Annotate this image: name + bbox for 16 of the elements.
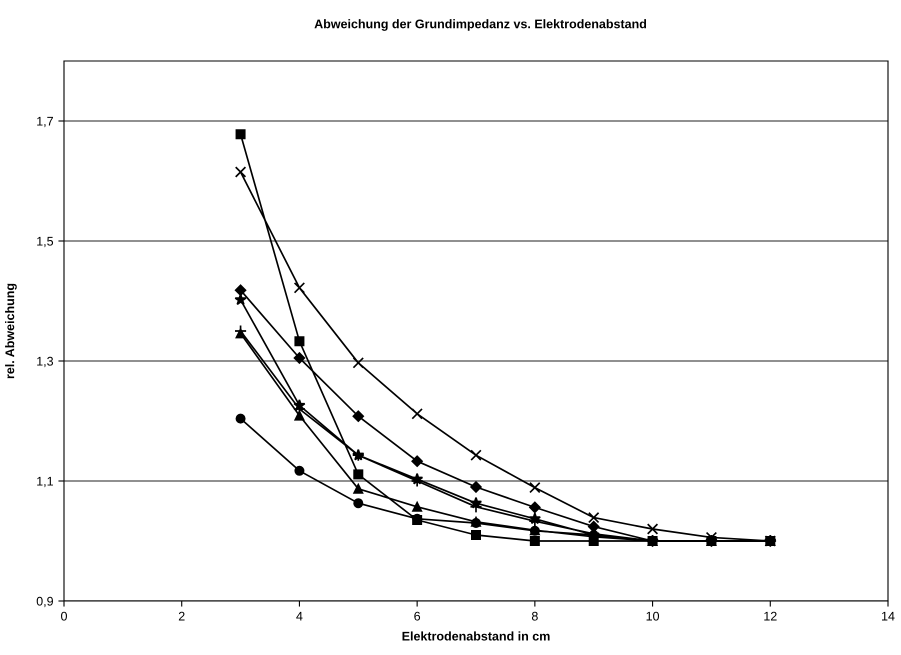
x-tick-label: 8 [532,612,538,621]
x-tick-label: 4 [296,612,303,620]
y-tick-label: 1,3 [37,356,54,368]
chart-title: Abweichung der Grundimpedanz vs. Elektrodenabstand [314,19,646,31]
x-tick-label: 10 [646,612,660,621]
y-axis-title: rel. Abweichung [5,284,17,378]
x-tick-label: 2 [178,612,185,620]
x-axis-title: Elektrodenabstand in cm [402,631,550,641]
x-tick-label: 14 [882,612,895,620]
x-tick-label: 6 [414,612,420,621]
y-tick-label: 0,9 [36,596,53,608]
y-tick-label: 1,7 [37,116,53,128]
x-tick-label: 0 [61,612,67,621]
y-tick-label: 1,1 [37,476,53,488]
y-tick-label: 1,5 [37,236,54,248]
x-tick-label: 12 [764,612,777,620]
